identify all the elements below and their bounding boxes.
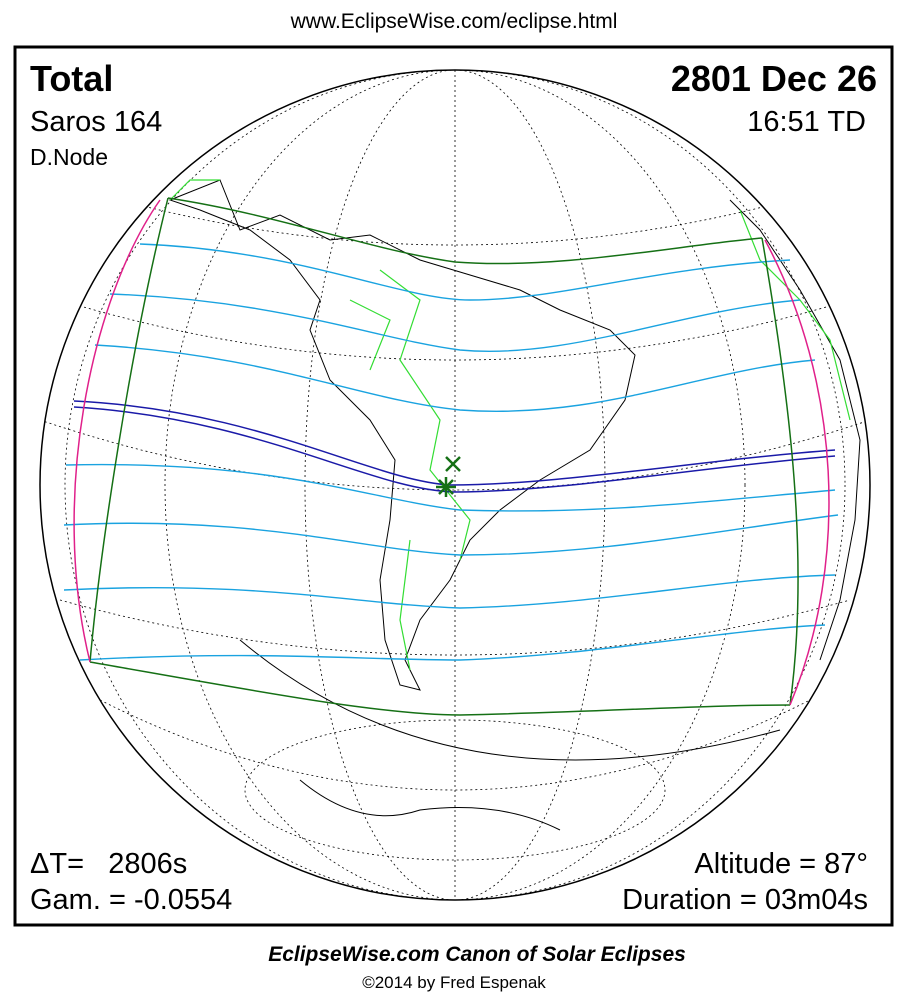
eclipse-time: 16:51 TD [747,106,866,138]
graticule [40,70,870,900]
duration: Duration = 03m04s [622,884,868,916]
rise-set-curves [73,199,830,706]
footer-title: EclipseWise.com Canon of Solar Eclipses [268,943,686,966]
altitude: Altitude = 87° [694,848,868,880]
saros: Saros 164 [30,106,162,138]
totality-path [73,400,836,493]
header-url: www.EclipseWise.com/eclipse.html [290,10,618,33]
node: D.Node [30,144,108,170]
globe [39,69,871,901]
delta-t: ΔT= 2806s [30,848,187,880]
eclipse-type: Total [30,58,113,99]
greatest-eclipse [436,456,461,497]
eclipse-date: 2801 Dec 26 [671,58,877,99]
copyright: ©2014 by Fred Espenak [362,973,546,992]
gamma: Gam. = -0.0554 [30,884,232,916]
penumbral-limits [63,243,839,661]
eclipse-limits [89,197,799,716]
